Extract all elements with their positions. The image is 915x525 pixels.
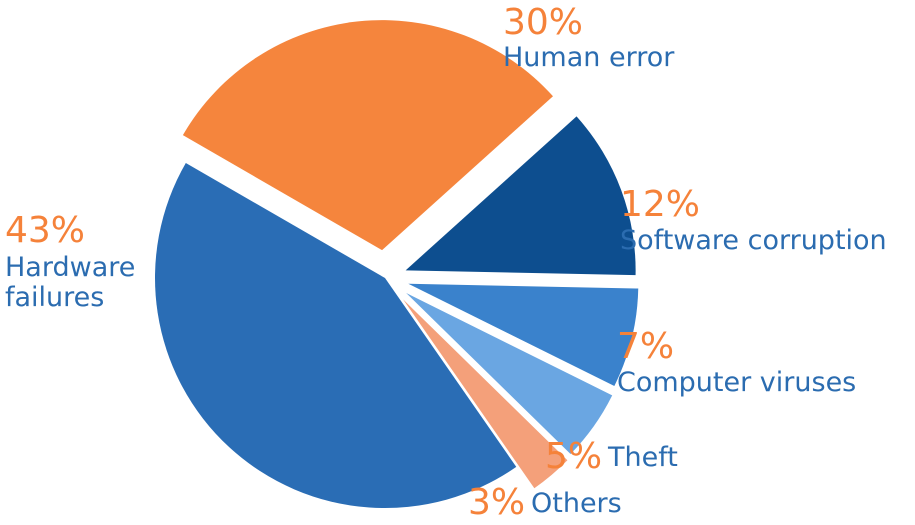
slice-name-label: Computer viruses <box>617 367 856 398</box>
slice-name-label: Hardware <box>5 252 135 283</box>
pie-slice-hardware-failures <box>155 163 517 508</box>
pie-slice-software-corruption <box>405 116 636 276</box>
pie-slice-human-error <box>182 20 553 251</box>
slice-percent-label: 3% <box>468 482 525 523</box>
slice-percent-label: 7% <box>617 326 674 367</box>
pie-slice-others <box>403 299 568 489</box>
slice-name-label: Others <box>531 488 622 519</box>
slice-name-label: Theft <box>607 442 678 473</box>
slice-percent-label: 5% <box>545 436 602 477</box>
slice-name-label: failures <box>5 282 104 313</box>
slice-name-label: Software corruption <box>620 225 887 256</box>
slice-name-label: Human error <box>503 42 675 73</box>
pie-slice-computer-viruses <box>408 283 639 386</box>
slice-percent-label: 30% <box>503 2 583 43</box>
slice-percent-label: 12% <box>620 184 700 225</box>
slice-percent-label: 43% <box>5 210 85 251</box>
pie-slices <box>155 20 639 508</box>
pie-slice-theft <box>406 293 613 454</box>
